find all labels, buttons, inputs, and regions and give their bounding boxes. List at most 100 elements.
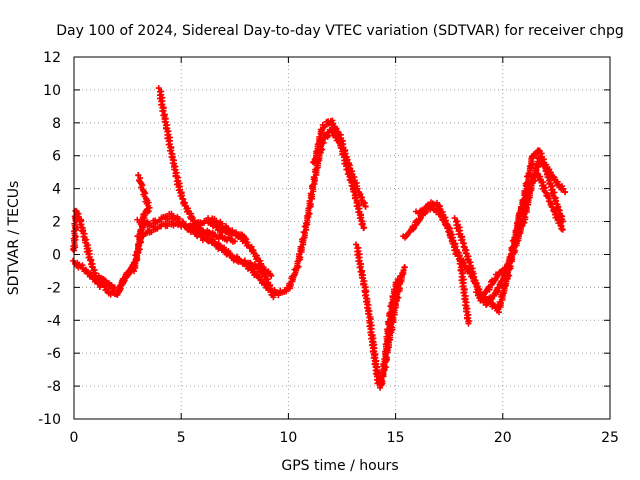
data-point: [561, 188, 568, 195]
data-point: [360, 199, 367, 206]
data-point: [559, 218, 566, 225]
data-point: [437, 210, 444, 217]
data-point: [138, 229, 145, 236]
data-point: [137, 239, 144, 246]
data-point: [346, 164, 353, 171]
data-point: [381, 356, 388, 363]
data-point: [132, 258, 139, 265]
data-point: [509, 243, 516, 250]
series-sat-j: [368, 276, 402, 391]
data-point: [143, 196, 150, 203]
series-sat-p: [205, 215, 275, 279]
data-point: [465, 320, 472, 327]
data-point: [315, 146, 322, 153]
data-point: [523, 204, 530, 211]
data-point: [505, 266, 512, 273]
data-point: [317, 137, 324, 144]
data-point: [268, 272, 275, 279]
data-point: [90, 275, 97, 282]
data-point: [330, 120, 337, 127]
data-point: [348, 170, 355, 177]
data-point: [88, 263, 95, 270]
y-tick-label: 0: [52, 247, 61, 263]
data-point: [360, 225, 367, 232]
grid-lines: [73, 56, 611, 420]
data-point: [490, 301, 497, 308]
data-point: [307, 201, 314, 208]
data-point: [391, 305, 398, 312]
y-tick-label: 12: [43, 50, 61, 66]
data-point: [250, 249, 257, 256]
data-point: [544, 174, 551, 181]
data-point: [181, 202, 188, 209]
data-point: [140, 187, 147, 194]
data-point: [511, 234, 518, 241]
data-point: [70, 257, 76, 264]
data-point: [463, 308, 470, 315]
series-sat-h: [310, 117, 369, 210]
data-point: [334, 128, 341, 135]
data-point: [551, 189, 558, 196]
data-point: [521, 219, 528, 226]
data-point: [399, 270, 406, 277]
data-point: [140, 220, 147, 227]
data-point: [297, 254, 304, 261]
x-tick-label: 10: [279, 430, 297, 446]
data-point: [395, 294, 402, 301]
data-point: [102, 280, 109, 287]
data-point: [161, 118, 168, 125]
data-point: [249, 246, 256, 253]
data-point: [384, 346, 391, 353]
data-point: [498, 300, 505, 307]
x-axis-label: GPS time / hours: [281, 458, 398, 474]
data-point: [103, 283, 110, 290]
data-point: [298, 244, 305, 251]
y-tick-label: 4: [52, 182, 61, 198]
data-point: [392, 289, 399, 296]
data-point: [380, 369, 387, 376]
data-point: [451, 215, 458, 222]
data-point: [216, 243, 223, 250]
y-tick-label: -10: [38, 412, 61, 428]
data-point: [521, 197, 528, 204]
data-point: [344, 156, 351, 163]
data-point: [306, 210, 313, 217]
x-tick-label: 0: [70, 430, 79, 446]
data-point: [379, 378, 386, 385]
data-point: [131, 268, 138, 275]
data-point: [525, 170, 532, 177]
data-point: [313, 165, 320, 172]
data-point: [171, 166, 178, 173]
data-point: [231, 238, 238, 245]
data-point: [352, 194, 359, 201]
data-point: [300, 235, 307, 242]
series-sat-l: [413, 203, 473, 327]
y-axis-label: SDTVAR / TECUs: [6, 181, 22, 296]
y-tick-label: 8: [52, 116, 61, 132]
y-tick-label: 6: [52, 149, 61, 165]
y-tick-label: -2: [47, 280, 61, 296]
data-point: [440, 215, 447, 222]
data-point: [310, 181, 317, 188]
data-point: [368, 331, 375, 338]
data-point: [295, 263, 302, 270]
data-point: [121, 277, 128, 284]
data-point: [114, 289, 121, 296]
chart-title: Day 100 of 2024, Sidereal Day-to-day VTE…: [56, 23, 624, 39]
data-point: [184, 207, 191, 214]
data-point: [253, 254, 260, 261]
data-point: [333, 125, 340, 132]
x-tick-label: 25: [601, 430, 619, 446]
y-tick-label: -4: [47, 313, 61, 329]
data-point: [358, 274, 365, 281]
y-tick-label: -8: [47, 379, 61, 395]
data-point: [211, 240, 218, 247]
data-point: [388, 299, 395, 306]
data-point: [162, 124, 169, 131]
data-point: [329, 117, 336, 124]
data-point: [522, 214, 529, 221]
data-point: [116, 282, 123, 289]
data-point: [462, 250, 469, 257]
data-point: [500, 275, 507, 282]
data-point: [70, 243, 77, 250]
